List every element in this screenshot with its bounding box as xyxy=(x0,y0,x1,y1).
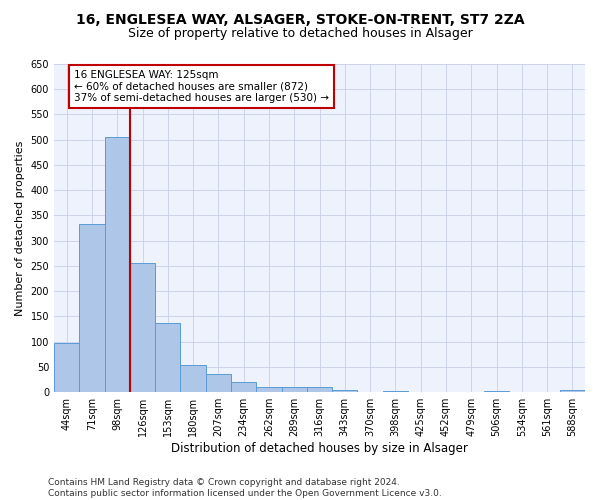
X-axis label: Distribution of detached houses by size in Alsager: Distribution of detached houses by size … xyxy=(171,442,468,455)
Bar xyxy=(231,382,256,392)
Bar xyxy=(79,224,104,392)
Text: Contains HM Land Registry data © Crown copyright and database right 2024.
Contai: Contains HM Land Registry data © Crown c… xyxy=(48,478,442,498)
Y-axis label: Number of detached properties: Number of detached properties xyxy=(15,140,25,316)
Text: Size of property relative to detached houses in Alsager: Size of property relative to detached ho… xyxy=(128,28,472,40)
Bar xyxy=(281,387,307,392)
Bar xyxy=(206,374,231,392)
Bar xyxy=(181,366,206,392)
Bar xyxy=(256,387,281,392)
Bar xyxy=(560,390,585,392)
Bar xyxy=(484,390,509,392)
Bar xyxy=(54,343,79,392)
Bar xyxy=(104,137,130,392)
Text: 16 ENGLESEA WAY: 125sqm
← 60% of detached houses are smaller (872)
37% of semi-d: 16 ENGLESEA WAY: 125sqm ← 60% of detache… xyxy=(74,70,329,103)
Text: 16, ENGLESEA WAY, ALSAGER, STOKE-ON-TRENT, ST7 2ZA: 16, ENGLESEA WAY, ALSAGER, STOKE-ON-TREN… xyxy=(76,12,524,26)
Bar xyxy=(332,390,358,392)
Bar xyxy=(155,322,181,392)
Bar xyxy=(307,387,332,392)
Bar xyxy=(383,390,408,392)
Bar xyxy=(130,264,155,392)
